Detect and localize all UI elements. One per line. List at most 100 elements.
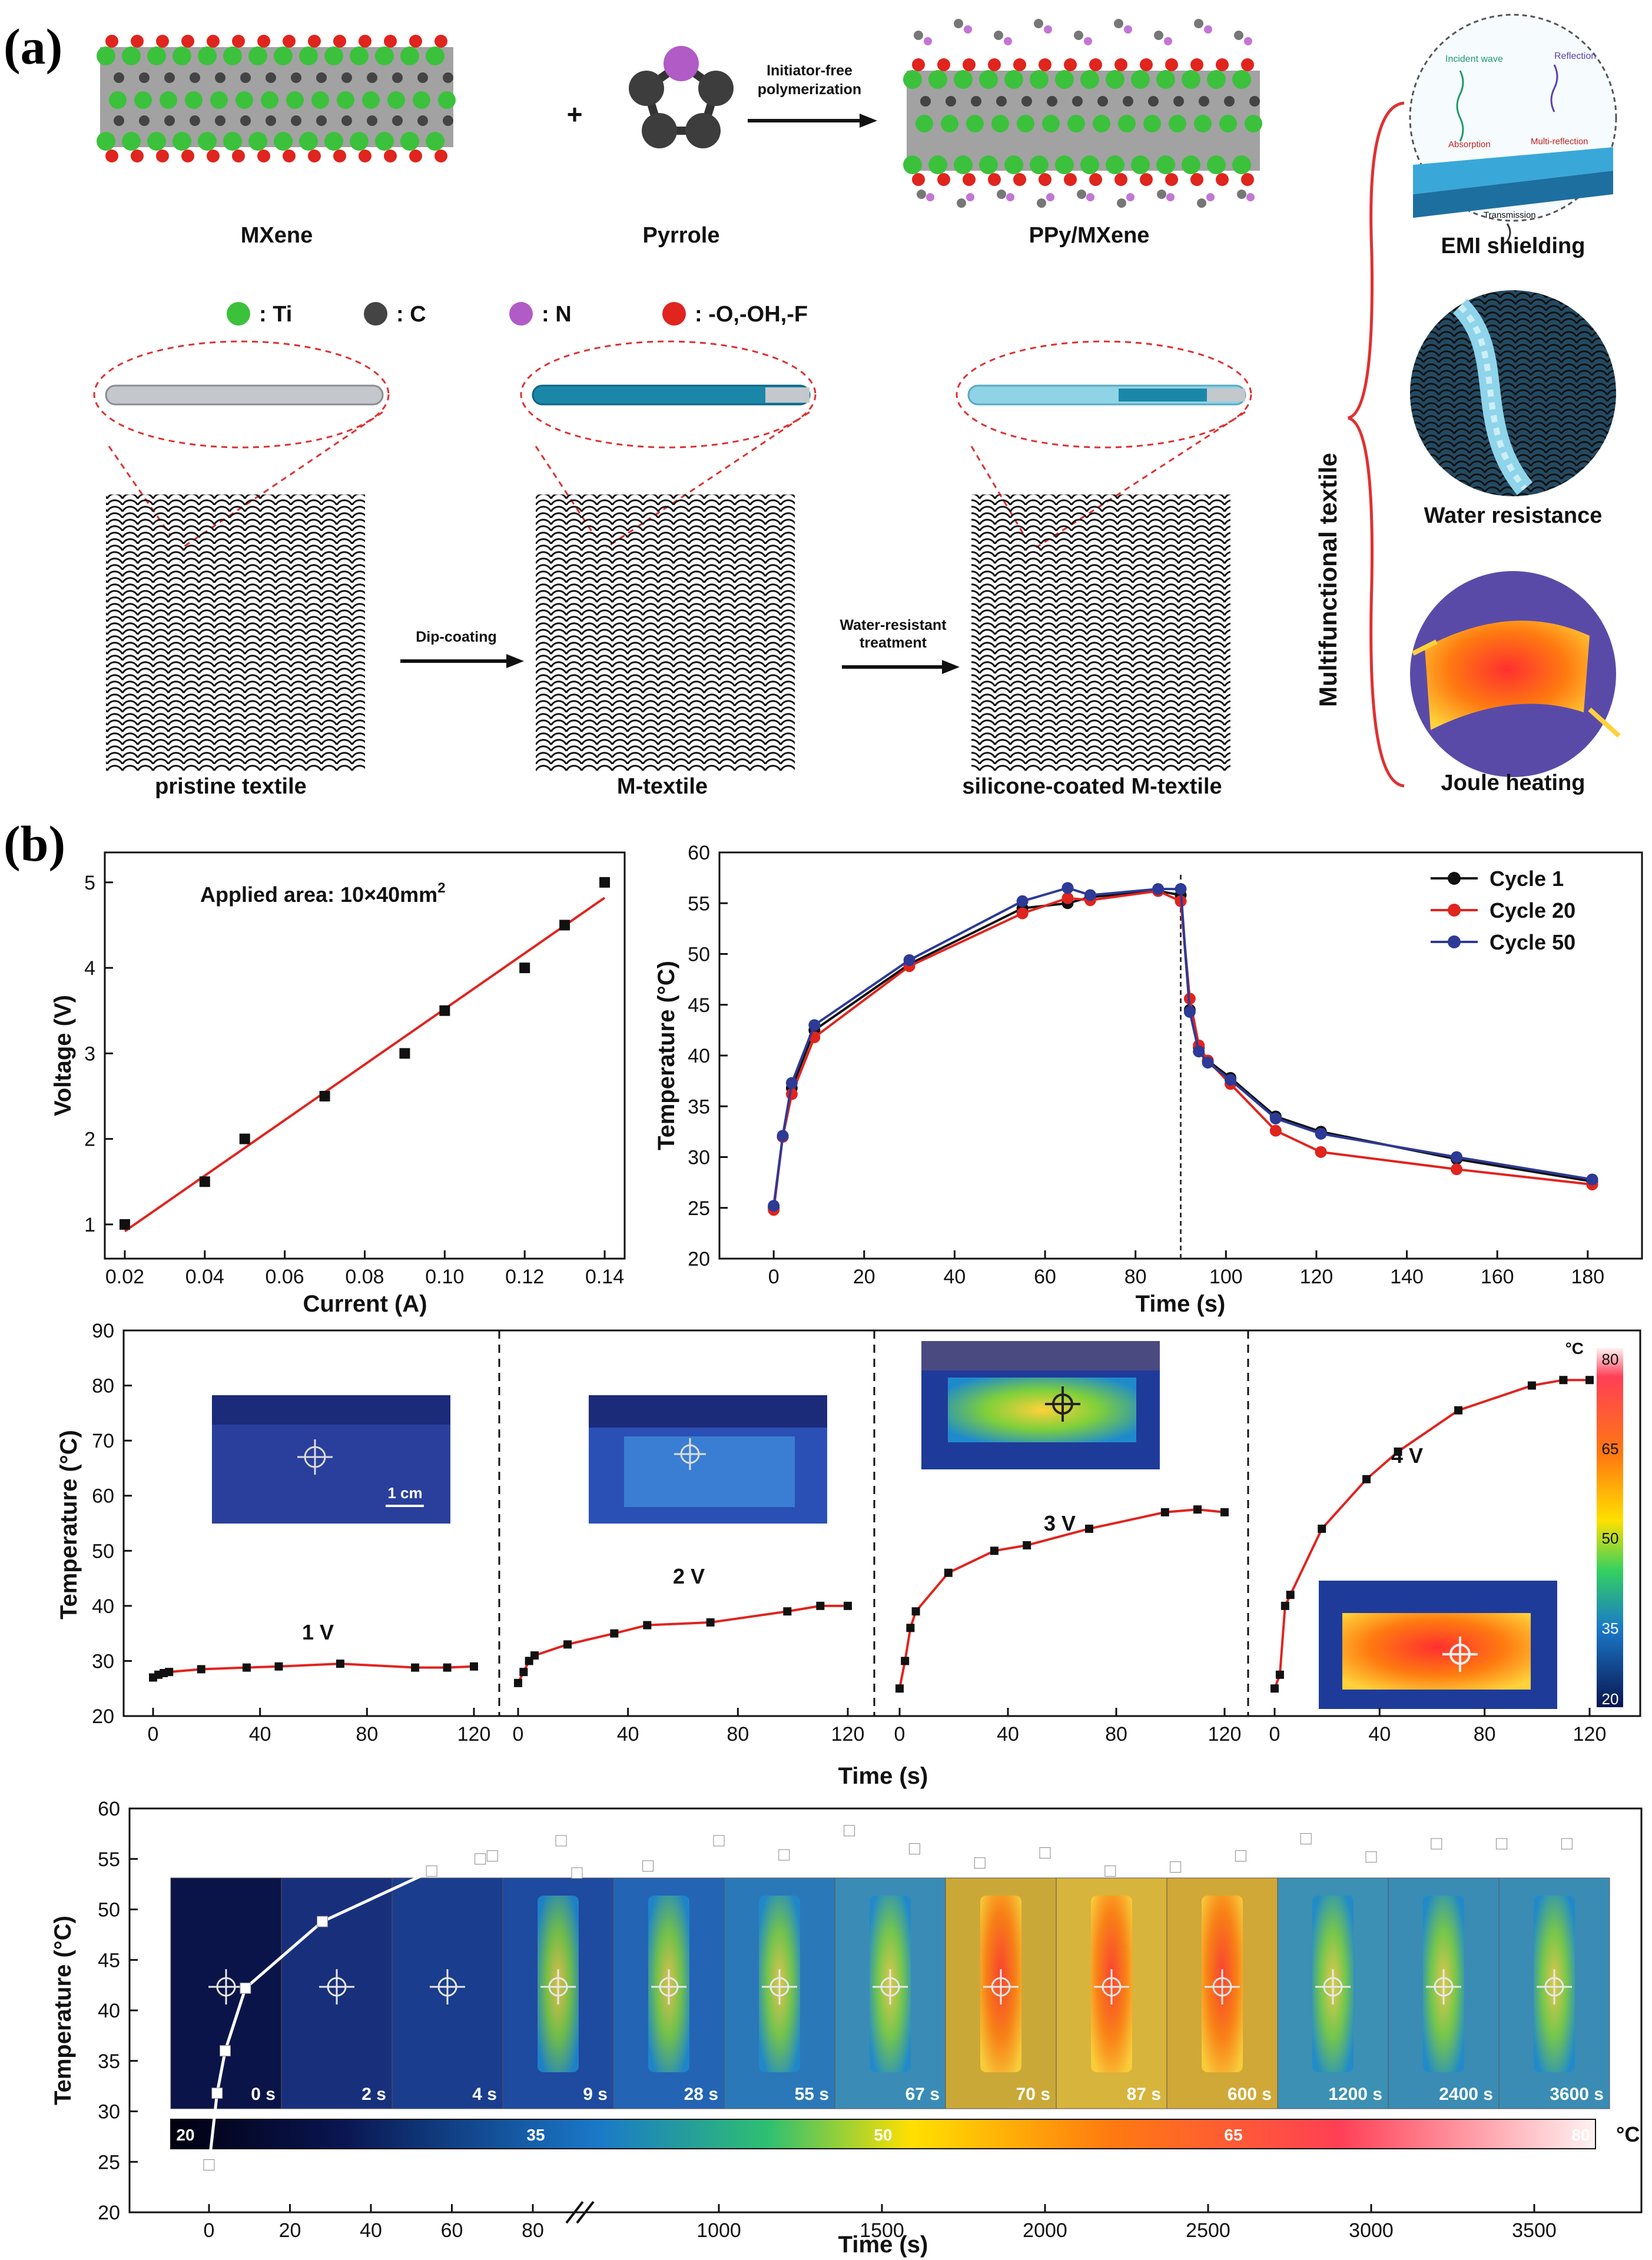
thermal-image-1v: 1 cm: [212, 1395, 450, 1524]
ti-atom: [1182, 70, 1200, 89]
frame-time-label: 55 s: [795, 2085, 829, 2104]
voltage-ytick-label: 80: [92, 1375, 114, 1398]
legend-label: Cycle 1: [1490, 867, 1564, 891]
ti-atom: [122, 132, 141, 151]
iv-data-point: [599, 877, 611, 888]
voltage-data-point: [336, 1660, 344, 1668]
ppy-chain-atom: [1157, 190, 1166, 199]
hcolorbar-tick-80: 80: [1571, 2126, 1590, 2144]
ppy-chain-atom: [917, 190, 926, 199]
ti-atom: [426, 132, 444, 151]
o-atom: [1241, 58, 1254, 71]
c-atom: [1123, 96, 1133, 107]
voltage-ytick-label: 30: [92, 1650, 114, 1672]
iv-annotation: Applied area: 10×40mm2: [200, 880, 446, 907]
voltage-xtick-label: 0: [513, 1723, 524, 1745]
voltage-data-point: [1281, 1601, 1289, 1610]
ti-atom-icon: [227, 302, 250, 326]
cycle-data-point: [1175, 883, 1187, 895]
voltage-data-point: [197, 1665, 205, 1674]
o-atom: [1039, 173, 1051, 186]
ppy-n-atom: [1204, 25, 1212, 34]
long-term-data-point: [486, 1850, 498, 1862]
ti-atom: [1207, 155, 1226, 174]
voltage-data-point: [911, 1607, 920, 1616]
cycle-data-point: [1183, 1005, 1196, 1018]
voltage-data-point: [706, 1618, 715, 1627]
c-atom: [392, 115, 403, 126]
ti-atom: [928, 70, 947, 89]
long-xtick-label: 2500: [1186, 2219, 1230, 2242]
iv-plot-frame: [104, 851, 626, 1260]
ppy-chain-atom: [1237, 190, 1246, 199]
voltage-xtick-label: 120: [1573, 1723, 1607, 1745]
function-brace: [1348, 101, 1405, 788]
voltage-data-point: [944, 1568, 953, 1577]
ppy-chain-atom: [914, 31, 923, 40]
polymerization-arrow: [748, 114, 877, 128]
c-atom: [190, 72, 200, 83]
ti-atom: [97, 47, 115, 65]
long-xtick-label: 40: [360, 2219, 382, 2242]
c-atom: [971, 96, 981, 107]
pyrrole-molecule-illustration: [629, 46, 734, 148]
o-atom: [333, 150, 346, 162]
voltage-data-point: [1193, 1505, 1202, 1514]
ti-atom: [1080, 155, 1099, 174]
frame-time-label: 67 s: [905, 2085, 940, 2104]
cycle-data-point: [1061, 882, 1074, 894]
o-atom: [207, 150, 220, 162]
colorbar-tick-50: 50: [1602, 1529, 1619, 1547]
long-term-temperature-chart: 0 s 2 s 4 s 9 s 28 s 55 s 67 s 70 s 87 s 600 s 120…: [50, 1798, 1643, 2258]
hcolorbar-unit: °C: [1616, 2122, 1640, 2146]
hcolorbar-tick-65: 65: [1224, 2126, 1242, 2144]
ti-atom: [1106, 155, 1124, 174]
ti-atom: [1042, 115, 1060, 132]
o-atom: [1114, 173, 1127, 186]
frame-time-label: 2 s: [361, 2085, 386, 2104]
emi-shielding-caption: EMI shielding: [1441, 234, 1585, 258]
o-atom: [1114, 58, 1127, 71]
iv-xtick-label: 0.08: [345, 1266, 384, 1288]
ti-atom: [1219, 115, 1237, 132]
cycle-ytick-label: 40: [688, 1045, 710, 1067]
ti-atom: [97, 132, 115, 151]
voltage-series-label: 1 V: [302, 1620, 334, 1644]
c-atom: [920, 96, 931, 107]
scale-bar-label: 1 cm: [387, 1484, 422, 1502]
ppy-n-atom: [1166, 193, 1175, 201]
ti-atom: [362, 91, 380, 109]
o-atom: [1064, 58, 1077, 71]
cycle-ytick-label: 45: [688, 994, 710, 1017]
ti-atom: [1004, 70, 1023, 89]
temperature-colorbar-vertical: °C 80 65 50 35 20: [1565, 1339, 1623, 1708]
water-resistant-label-line2: treatment: [860, 635, 927, 651]
voltage-data-point: [610, 1629, 619, 1638]
o-atom: [1241, 173, 1254, 186]
ti-atom: [1017, 115, 1034, 132]
voltage-data-point: [1160, 1508, 1169, 1516]
long-ytick-label: 40: [98, 2000, 120, 2022]
atom-legend: : Ti : C : N : -O,-OH,-F: [227, 302, 808, 327]
ti-atom: [235, 91, 253, 109]
o-atom: [409, 150, 422, 162]
ti-atom: [248, 132, 267, 151]
voltage-xtick-label: 0: [1269, 1723, 1281, 1745]
frame-time-label: 2400 s: [1439, 2085, 1493, 2104]
colorbar-unit: °C: [1565, 1339, 1584, 1358]
long-term-data-point: [778, 1849, 790, 1861]
ti-atom: [1245, 115, 1262, 132]
voltage-data-point: [643, 1621, 652, 1630]
o-atom: [1039, 58, 1051, 71]
c-atom: [1249, 96, 1260, 107]
ti-atom: [261, 91, 278, 109]
o-atom: [1089, 58, 1102, 71]
o-atom-icon: [662, 302, 686, 326]
ppy-chain-atom: [1197, 198, 1206, 208]
multifunctional-textile-label: Multifunctional textile: [1314, 453, 1342, 707]
legend-marker: [1448, 935, 1461, 948]
ppy-mxene-caption: PPy/MXene: [1029, 223, 1150, 248]
legend-marker: [1448, 872, 1461, 885]
voltage-data-point: [242, 1663, 251, 1672]
